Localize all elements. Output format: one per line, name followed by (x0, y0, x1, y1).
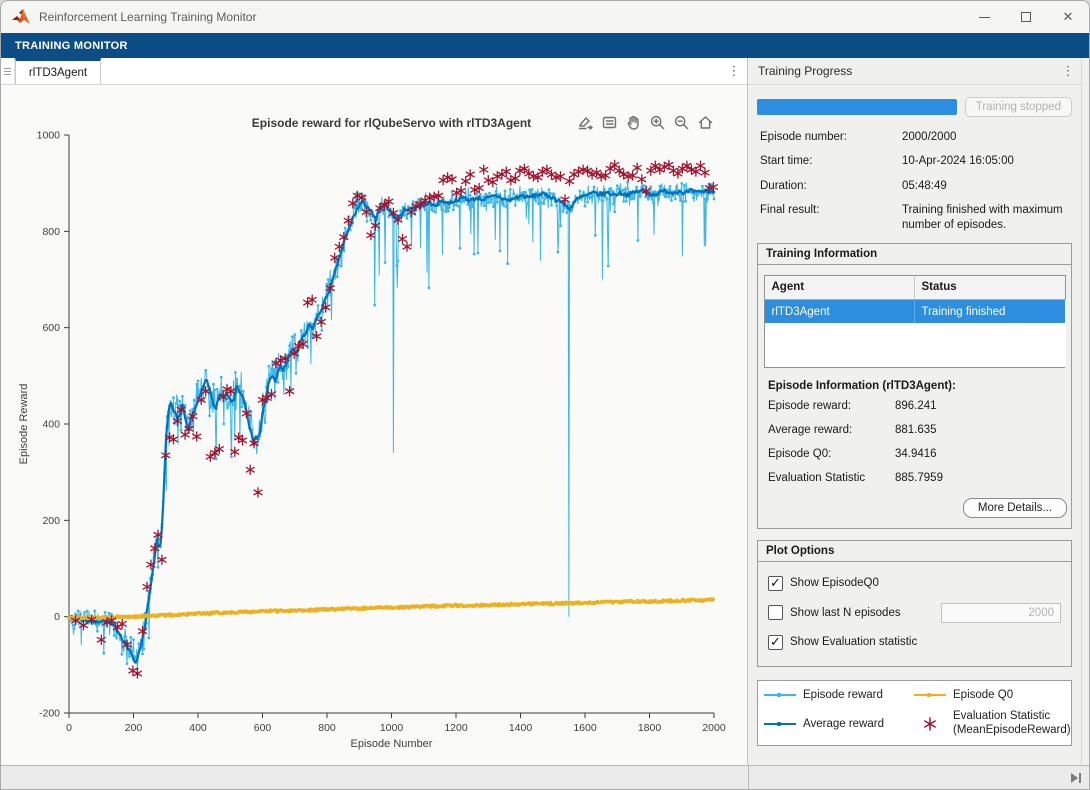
svg-text:Episode Number: Episode Number (351, 738, 433, 750)
panel-title: Training Progress (758, 64, 853, 78)
svg-text:1600: 1600 (573, 722, 597, 734)
svg-text:1800: 1800 (638, 722, 662, 734)
ribbon-bar: TRAINING MONITOR (1, 33, 1089, 58)
show-last-n-episodes-checkbox[interactable]: ✓ (768, 605, 783, 621)
zoom-out-icon[interactable] (671, 112, 692, 133)
chart-legend: Episode reward Episode Q0 Average reward (757, 679, 1072, 747)
svg-text:800: 800 (42, 226, 60, 238)
episode-number-row: Episode number: 2000/2000 (760, 131, 957, 143)
episode-information-heading: Episode Information (rlTD3Agent): (768, 379, 956, 392)
tab-label: rlTD3Agent (28, 66, 88, 79)
svg-text:800: 800 (318, 722, 336, 734)
training-progress-bar (757, 99, 957, 115)
evaluation-statistic-asterisk-swatch (914, 716, 946, 732)
start-time-row: Start time: 10-Apr-2024 16:05:00 (760, 155, 1014, 168)
agent-table-row[interactable]: rlTD3Agent Training finished (764, 299, 1066, 324)
ribbon-tab-training-monitor[interactable]: TRAINING MONITOR (15, 39, 128, 52)
minimize-button[interactable] (963, 1, 1005, 33)
tab-rltd3agent[interactable]: rlTD3Agent (15, 58, 101, 84)
svg-text:Episode reward for rlQubeServo: Episode reward for rlQubeServo with rlTD… (252, 116, 531, 130)
svg-text:400: 400 (189, 722, 207, 734)
show-evaluation-statistic-option: ✓ Show Evaluation statistic (768, 634, 1061, 650)
svg-text:1000: 1000 (380, 722, 404, 734)
tabstrip-menu-icon[interactable]: ⋮ (727, 63, 741, 78)
episode-reward-row: Episode reward: 896.241 (768, 399, 937, 412)
svg-text:200: 200 (42, 515, 60, 527)
plot-options-title: Plot Options (758, 541, 1071, 562)
agent-status-table[interactable]: Agent Status rlTD3Agent Training finishe… (763, 274, 1066, 368)
agent-column-header: Agent (764, 275, 915, 300)
svg-text:0: 0 (66, 722, 72, 734)
svg-text:600: 600 (254, 722, 272, 734)
status-bar (1, 765, 1089, 789)
drag-grip-icon[interactable] (1, 58, 15, 84)
final-result-row: Final result: Training finished with max… (760, 204, 1063, 231)
training-progress-fill (757, 99, 957, 115)
show-episodeq0-checkbox[interactable]: ✓ (768, 575, 783, 591)
average-reward-swatch (764, 721, 796, 726)
episode-information-rows: Episode reward: 896.241 Average reward: … (758, 400, 1071, 484)
datatip-icon[interactable] (599, 112, 620, 133)
svg-text:0: 0 (54, 611, 60, 623)
right-scroll-strip[interactable] (1081, 58, 1089, 765)
matlab-logo-icon (12, 9, 30, 24)
training-stopped-button[interactable]: Training stopped (964, 97, 1072, 117)
progress-info-rows: Episode number: 2000/2000 Start time: 10… (757, 130, 1072, 232)
show-evaluation-statistic-checkbox[interactable]: ✓ (768, 634, 783, 650)
figure-area: 0 200 400 600 800 1000 1200 1400 1600 1800 2000 -20… (1, 85, 747, 765)
duration-row: Duration: 05:48:49 (760, 179, 947, 192)
document-tab-strip: rlTD3Agent ⋮ (1, 58, 747, 85)
training-information-title: Training Information (758, 244, 1071, 265)
status-column-header: Status (914, 275, 1065, 300)
zoom-in-icon[interactable] (647, 112, 668, 133)
svg-text:400: 400 (42, 419, 60, 431)
axes-toolbar (574, 111, 717, 134)
plot-options-group: Plot Options ✓ Show EpisodeQ0 ✓ Show las… (757, 539, 1072, 667)
svg-text:Episode Reward: Episode Reward (18, 384, 30, 465)
episode-q0-row: Episode Q0: 34.9416 (768, 447, 937, 460)
legend-average-reward: Average reward (764, 710, 914, 738)
svg-text:200: 200 (125, 722, 143, 734)
export-icon[interactable] (575, 112, 596, 133)
legend-evaluation-statistic: Evaluation Statistic (MeanEpisodeReward) (914, 710, 1071, 738)
figure-pane: rlTD3Agent ⋮ 0 200 400 600 800 1000 1200 1400 16… (1, 58, 747, 765)
episode-reward-chart[interactable]: 0 200 400 600 800 1000 1200 1400 1600 1800 2000-20… (1, 85, 749, 767)
evaluation-statistic-row: Evaluation Statistic 885.7959 (768, 471, 943, 484)
episode-reward-swatch (764, 692, 796, 697)
svg-text:600: 600 (42, 322, 60, 334)
svg-text:1200: 1200 (444, 722, 468, 734)
svg-text:1400: 1400 (509, 722, 533, 734)
episode-q0-swatch (914, 692, 946, 697)
more-details-button[interactable]: More Details... (962, 497, 1067, 518)
svg-text:-200: -200 (39, 708, 60, 720)
show-last-n-episodes-option: ✓ Show last N episodes (768, 602, 1061, 623)
average-reward-row: Average reward: 881.635 (768, 423, 937, 436)
pan-icon[interactable] (623, 112, 644, 133)
statusbar-expand-icon[interactable] (1069, 772, 1083, 784)
panel-header: Training Progress ⋮ (748, 58, 1081, 85)
legend-episode-q0: Episode Q0 (914, 689, 1071, 701)
training-information-group: Training Information Agent Status rlTD3A… (757, 242, 1072, 529)
svg-text:2000: 2000 (702, 722, 726, 734)
maximize-button[interactable] (1005, 1, 1047, 33)
restore-view-icon[interactable] (695, 112, 716, 133)
svg-text:1000: 1000 (37, 130, 61, 142)
last-n-episodes-input[interactable] (941, 602, 1061, 623)
training-progress-panel: Training Progress ⋮ Training stopped Epi… (747, 58, 1081, 765)
show-episodeq0-option: ✓ Show EpisodeQ0 (768, 575, 1061, 591)
legend-episode-reward: Episode reward (764, 689, 914, 701)
close-button[interactable]: ✕ (1062, 9, 1074, 24)
window-title: Reinforcement Learning Training Monitor (39, 10, 257, 24)
panel-menu-icon[interactable]: ⋮ (1061, 63, 1075, 78)
title-bar: Reinforcement Learning Training Monitor … (1, 1, 1089, 33)
